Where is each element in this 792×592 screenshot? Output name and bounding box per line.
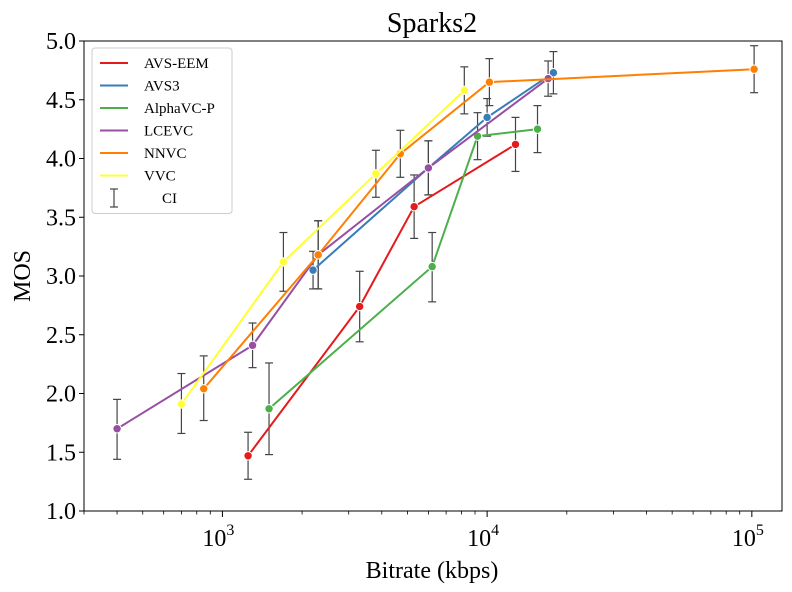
legend: AVS-EEM AVS3 AlphaVC-P LCEVC NNVC VVC CI: [91, 47, 233, 214]
y-tick-labels: 1.0 1.5 2.0 2.5 3.0 3.5 4.0 4.5 5.0: [46, 29, 84, 525]
legend-label: AVS-EEM: [144, 56, 209, 72]
data-point: [112, 424, 122, 434]
data-point: [354, 301, 365, 312]
data-point: [749, 64, 759, 74]
data-point: [247, 340, 258, 351]
y-tick-label: 4.0: [46, 147, 76, 173]
data-point: [548, 68, 559, 78]
data-point: [176, 399, 187, 409]
series-line: [312, 71, 554, 271]
legend-label: AlphaVC-P: [144, 101, 215, 117]
data-point: [308, 265, 318, 275]
data-point: [482, 112, 492, 123]
legend-label: NNVC: [144, 146, 187, 162]
data-point: [427, 261, 437, 272]
y-tick-label: 2.0: [46, 382, 76, 408]
legend-ci-label: CI: [162, 191, 177, 207]
data-point: [510, 139, 521, 150]
y-tick-label: 1.5: [46, 440, 76, 466]
series-vvc: [176, 85, 470, 409]
data-point: [423, 163, 434, 173]
x-tick-label: 105: [732, 522, 764, 552]
data-point: [264, 404, 274, 414]
data-point: [243, 451, 253, 461]
data-point: [409, 201, 419, 212]
y-tick-label: 4.5: [46, 88, 76, 114]
legend-label: LCEVC: [144, 124, 193, 140]
data-point: [459, 85, 470, 96]
series-line: [180, 89, 465, 405]
y-axis-label: MOS: [10, 250, 36, 302]
y-tick-label: 2.5: [46, 323, 76, 349]
chart-title: Sparks2: [387, 8, 477, 39]
y-tick-label: 3.0: [46, 264, 76, 290]
data-point: [199, 384, 209, 394]
data-point: [313, 250, 323, 260]
x-tick-labels: 103 104 105: [83, 511, 764, 552]
series-alphavc-p: [264, 124, 543, 414]
x-tick-label: 103: [202, 522, 234, 552]
data-point: [484, 77, 495, 87]
legend-box: [91, 47, 233, 214]
data-point: [278, 257, 289, 267]
data-point: [532, 124, 543, 134]
legend-label: AVS3: [144, 79, 180, 95]
y-tick-label: 5.0: [46, 29, 76, 55]
y-tick-label: 1.0: [46, 499, 76, 525]
series-line: [268, 128, 538, 410]
legend-label: VVC: [144, 169, 176, 185]
x-axis-label: Bitrate (kbps): [366, 558, 499, 584]
x-tick-label: 104: [467, 522, 499, 552]
data-point: [371, 169, 381, 179]
y-tick-label: 3.5: [46, 205, 76, 231]
